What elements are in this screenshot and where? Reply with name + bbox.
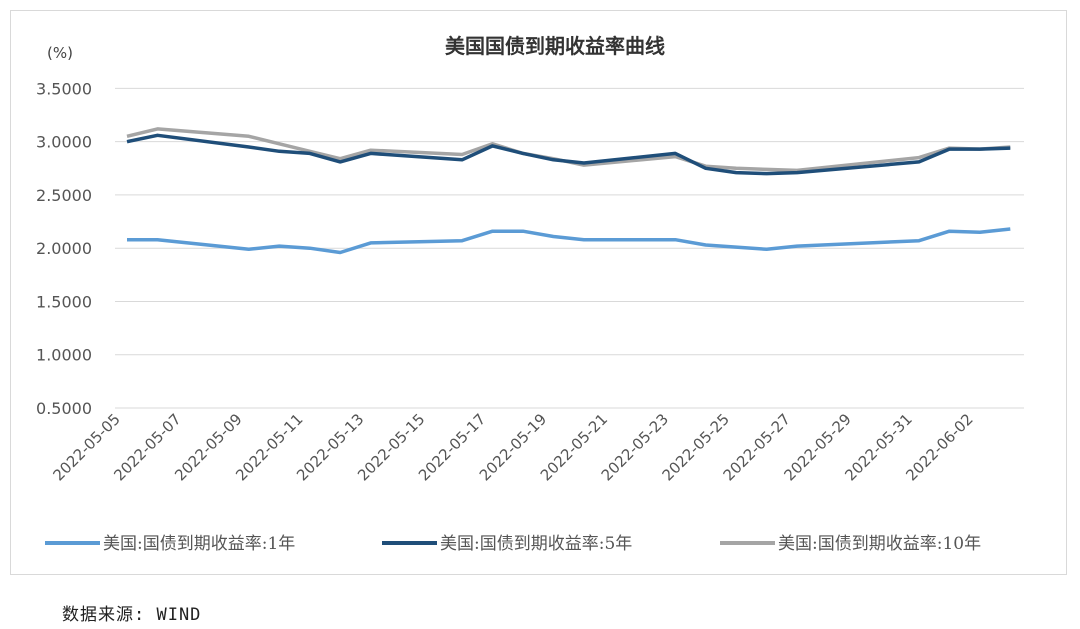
legend-label-1: 美国:国债到期收益率:5年	[440, 534, 632, 554]
chart-frame	[10, 10, 1067, 575]
series-line-1	[126, 133, 1011, 176]
legend-label-0: 美国:国债到期收益率:1年	[103, 534, 295, 554]
y-tick-label: 2.0000	[36, 239, 92, 258]
series-line-0	[127, 227, 1011, 255]
chart-title: 美国国债到期收益率曲线	[445, 34, 665, 58]
y-tick-label: 0.5000	[36, 399, 92, 418]
y-tick-label: 3.0000	[36, 133, 92, 152]
y-tick-label: 2.5000	[36, 186, 92, 205]
data-source-note: 数据来源: WIND	[62, 605, 202, 625]
y-tick-label: 1.0000	[36, 346, 92, 365]
y-axis-label: (%)	[47, 44, 73, 62]
y-tick-label: 1.5000	[36, 292, 92, 311]
y-tick-label: 3.5000	[36, 79, 92, 98]
legend-label-2: 美国:国债到期收益率:10年	[778, 534, 981, 554]
